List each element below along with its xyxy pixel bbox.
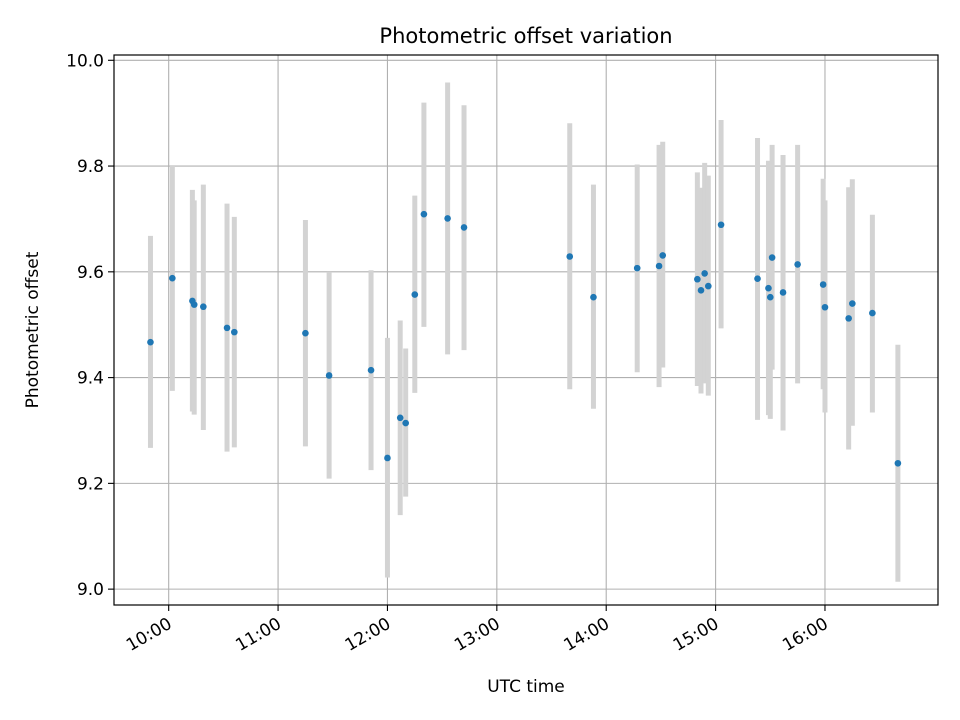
y-tick-label: 9.6	[77, 263, 104, 283]
data-point	[659, 252, 667, 259]
grid-lines	[114, 55, 938, 605]
data-point	[147, 338, 154, 346]
data-point	[231, 328, 238, 336]
data-point	[768, 254, 776, 261]
data-point	[845, 315, 852, 322]
data-point	[655, 262, 663, 270]
data-point	[766, 293, 774, 301]
data-point	[590, 293, 597, 301]
y-tick-label: 10.0	[66, 51, 104, 71]
data-point	[765, 284, 772, 292]
data-point	[821, 303, 829, 311]
data-point	[411, 291, 419, 298]
data-point	[754, 275, 761, 283]
data-point	[894, 459, 902, 467]
data-point	[849, 300, 856, 307]
data-point	[694, 275, 701, 283]
data-point	[223, 324, 231, 332]
data-points	[147, 210, 902, 467]
chart-title: Photometric offset variation	[379, 24, 672, 48]
x-axis-label: UTC time	[487, 677, 565, 697]
data-point	[384, 454, 391, 462]
data-point	[396, 414, 404, 422]
data-point	[705, 282, 712, 290]
y-tick-label: 9.2	[77, 474, 104, 494]
data-point	[367, 366, 375, 374]
y-tick-label: 9.8	[77, 157, 104, 177]
data-point	[460, 224, 468, 231]
data-point	[794, 261, 801, 268]
y-tick-label: 9.0	[77, 580, 104, 600]
data-point	[302, 329, 309, 337]
data-point	[819, 281, 827, 288]
data-point	[420, 210, 428, 218]
data-point	[701, 270, 708, 277]
data-point	[633, 264, 641, 272]
y-tick-label: 9.4	[77, 369, 104, 389]
data-point	[402, 419, 409, 427]
data-point	[444, 215, 451, 222]
y-axis-ticks: 9.0 9.2 9.4 9.6 9.8 10.0	[66, 51, 114, 600]
data-point	[190, 301, 198, 308]
plot-frame	[113, 54, 939, 606]
data-point	[325, 372, 333, 379]
data-point	[717, 221, 725, 229]
data-point	[779, 289, 787, 296]
y-axis-label: Photometric offset	[23, 251, 43, 408]
data-point	[869, 309, 876, 317]
data-point	[200, 303, 207, 311]
data-point	[697, 287, 705, 294]
data-point	[566, 253, 574, 260]
data-point	[169, 274, 176, 282]
